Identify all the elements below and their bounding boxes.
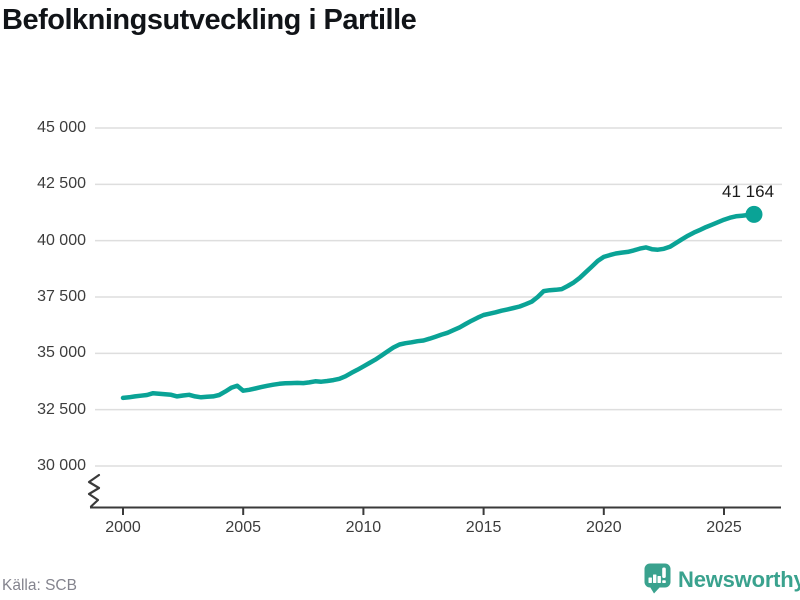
axis-break-icon [87, 473, 101, 508]
newsworthy-logo-icon [644, 563, 671, 594]
y-tick-label: 37 500 [37, 288, 86, 305]
y-tick-label: 30 000 [37, 457, 86, 474]
x-tick-label: 2000 [105, 519, 141, 536]
y-tick-label: 32 500 [37, 400, 86, 418]
newsworthy-logo-text: Newsworthy [678, 567, 800, 592]
gridlines [95, 127, 782, 467]
latest-value-dot [745, 205, 763, 223]
x-tick-label: 2010 [345, 519, 382, 536]
x-tick-label: 2005 [225, 519, 261, 536]
y-tick-label: 40 000 [37, 231, 86, 249]
x-axis-tick-marks [122, 508, 725, 515]
y-tick-label: 42 500 [37, 175, 86, 193]
y-tick-label: 45 000 [37, 119, 86, 136]
x-tick-label: 2025 [706, 519, 742, 536]
population-line-series [120, 212, 757, 401]
latest-value-label: 41 164 [722, 182, 775, 202]
x-tick-label: 2015 [465, 519, 502, 536]
newsworthy-logo[interactable]: Newsworthy [644, 563, 800, 594]
x-tick-label: 2020 [586, 519, 622, 536]
y-tick-label: 35 000 [37, 344, 86, 362]
source-caption: Källa: SCB [2, 577, 77, 594]
chart-title: Befolkningsutveckling i Partille [2, 4, 417, 36]
